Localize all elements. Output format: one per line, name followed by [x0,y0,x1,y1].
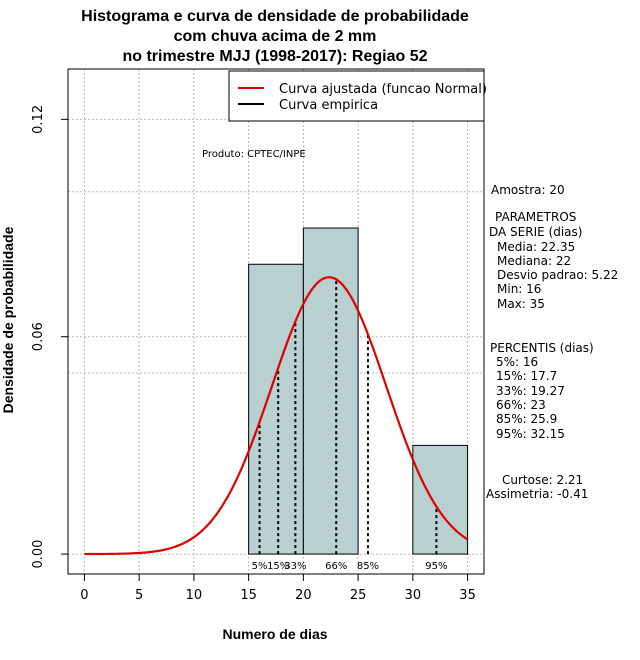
stats-panel: Amostra: 20 PARAMETROS DA SERIE (dias) M… [486,183,618,501]
percentile-label: 66% [325,561,347,572]
parametro-min: Min: 16 [497,282,541,296]
histogram-chart: Histograma e curva de densidade de proba… [0,0,640,660]
y-tick-label: 0.12 [31,105,46,134]
percentile-label: 95% [425,561,447,572]
percentile-label: 5% [252,561,268,572]
x-tick-label: 0 [80,588,88,603]
x-tick-label: 25 [350,588,367,603]
percentile-label: 33% [284,561,306,572]
chart-title-line-2: com chuva acima de 2 mm [174,28,377,45]
percentil-33: 33%: 19.27 [496,384,565,398]
histogram-bar [413,445,468,554]
y-tick-label: 0.00 [31,540,46,569]
percentile-labels: 5%15%33%66%85%95% [252,561,448,572]
x-tick-label: 15 [240,588,257,603]
parametro-desvio: Desvio padrao: 5.22 [497,268,618,282]
percentile-label: 85% [357,561,379,572]
y-axis: 0.00 0.06 0.12 [31,105,68,569]
amostra-text: Amostra: 20 [491,183,565,197]
percentis-title: PERCENTIS (dias) [490,341,594,355]
x-tick-label: 20 [295,588,312,603]
parametro-mediana: Mediana: 22 [497,254,571,268]
curtose-text: Curtose: 2.21 [502,473,583,487]
x-tick-label: 30 [405,588,422,603]
parametros-title-2: DA SERIE (dias) [489,225,582,239]
x-tick-label: 5 [135,588,143,603]
x-axis: 0 5 10 15 20 25 30 35 [80,574,476,603]
assimetria-text: Assimetria: -0.41 [486,487,588,501]
parametros-title-1: PARAMETROS [495,210,576,224]
y-tick-label: 0.06 [31,322,46,351]
chart-title-line-3: no trimestre MJJ (1998-2017): Regiao 52 [122,48,427,65]
percentil-15: 15%: 17.7 [496,369,557,383]
chart-title-line-1: Histograma e curva de densidade de proba… [81,8,469,25]
produto-credit: Produto: CPTEC/INPE [202,149,306,160]
percentil-95: 95%: 32.15 [496,427,565,441]
percentil-85: 85%: 25.9 [496,412,557,426]
x-tick-label: 35 [459,588,476,603]
percentil-5: 5%: 16 [496,355,538,369]
legend: Curva ajustada (funcao Normal) Curva emp… [229,71,487,121]
legend-label-normal: Curva ajustada (funcao Normal) [279,82,487,97]
y-axis-label: Densidade de probabilidade [0,226,16,413]
x-tick-label: 10 [186,588,203,603]
x-axis-label: Numero de dias [222,626,327,642]
legend-label-empirica: Curva empirica [279,98,378,113]
parametro-max: Max: 35 [497,297,545,311]
parametro-media: Media: 22.35 [497,240,575,254]
percentil-66: 66%: 23 [496,398,546,412]
